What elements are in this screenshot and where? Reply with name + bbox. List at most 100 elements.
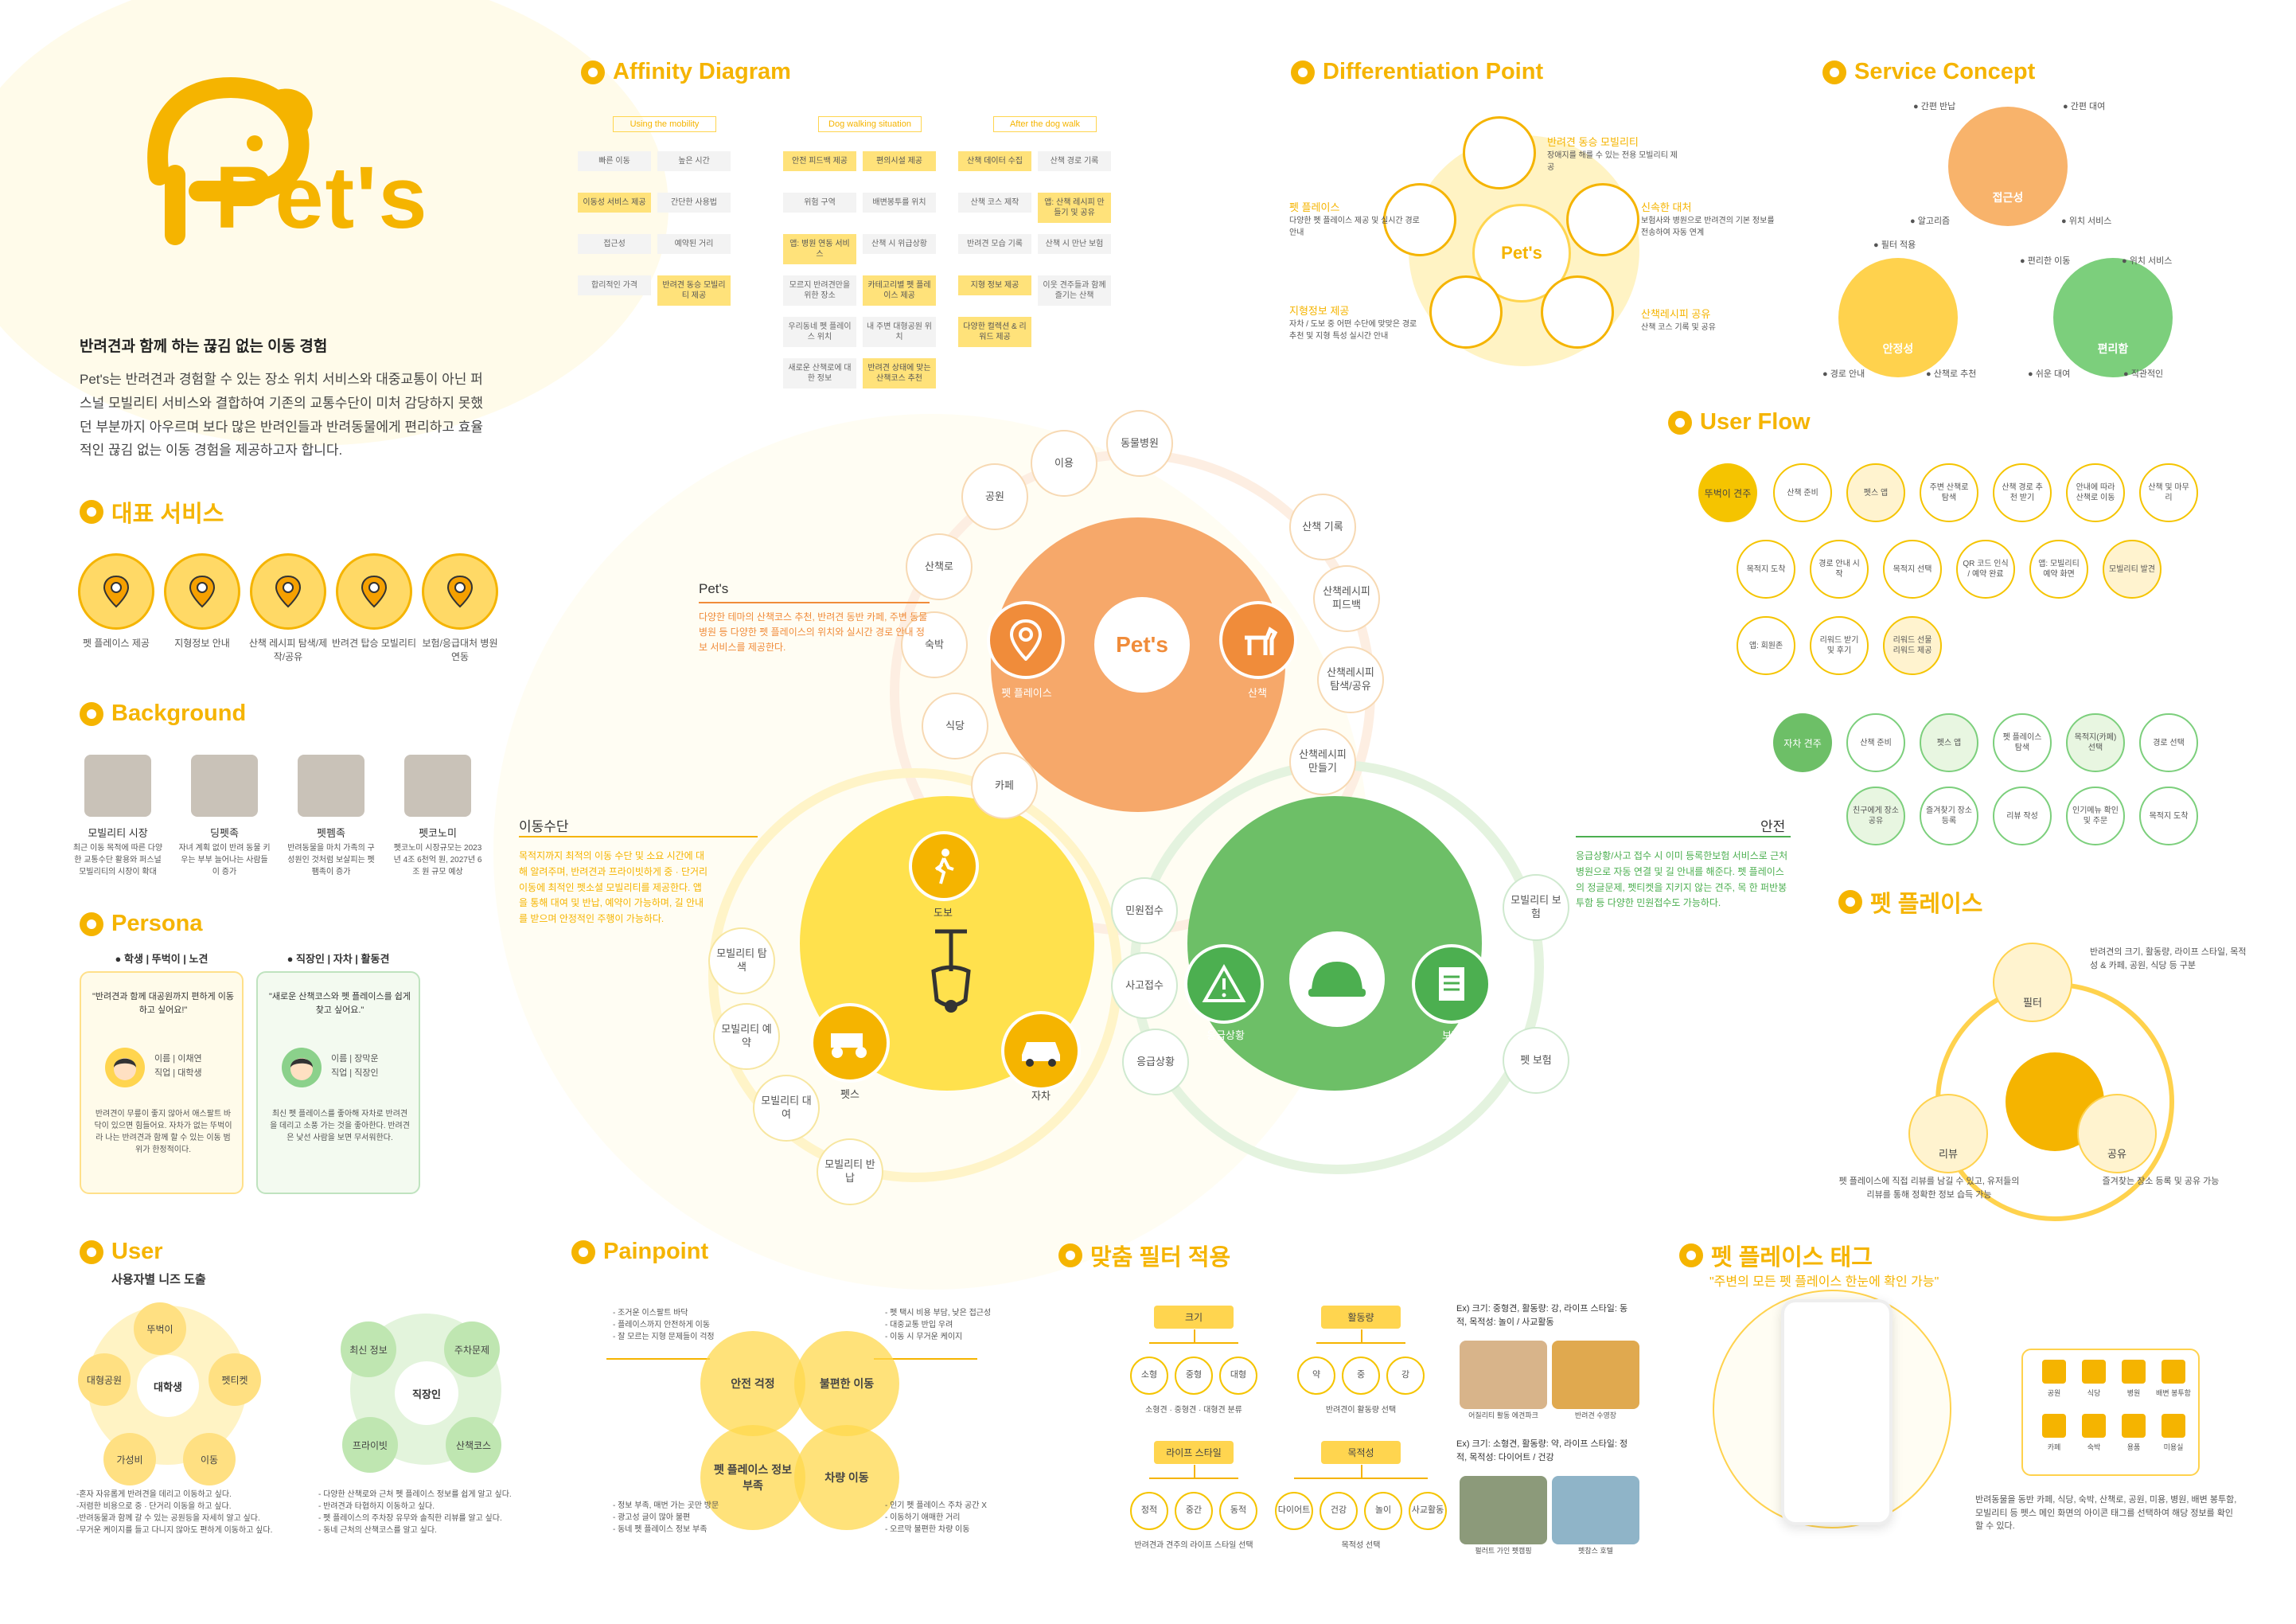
filter-photo bbox=[1552, 1476, 1639, 1544]
affinity-note: 지형 정보 제공 bbox=[958, 275, 1031, 295]
flow-node: 펫스 앱 bbox=[1920, 713, 1978, 772]
share-icon: 공유 bbox=[2077, 1094, 2157, 1173]
map-pin-icon bbox=[1383, 183, 1456, 256]
walk-label: 산책 bbox=[1248, 687, 1267, 699]
concept-tag: ● 경로 안내 bbox=[1822, 369, 1865, 379]
affinity-note: 새로운 산책로에 대한 정보 bbox=[783, 358, 856, 388]
affinity-note: 앱: 산책 레시피 만들기 및 공유 bbox=[1038, 193, 1111, 223]
background-photo bbox=[84, 755, 151, 817]
dog-walk-icon bbox=[1219, 601, 1297, 679]
phone-pin-icon bbox=[1541, 275, 1614, 349]
background-item-desc: 펫코노미 시장규모는 2023년 4조 6천억 원, 2027년 6조 원 규모… bbox=[393, 844, 482, 876]
orange-node: 산책레시피 피드백 bbox=[1313, 565, 1380, 632]
user-right-node: 산책코스 bbox=[446, 1417, 501, 1473]
affinity-note: 이웃 견주들과 함께 즐기는 산책 bbox=[1038, 275, 1111, 306]
affinity-note: 반려견 동승 모빌리티 제공 bbox=[657, 275, 731, 306]
user-left-node: 펫티켓 bbox=[209, 1353, 261, 1406]
flow-node: 목적지 도착 bbox=[1737, 540, 1795, 599]
filter-option[interactable]: 건강 bbox=[1320, 1492, 1358, 1530]
filter-connector bbox=[1361, 1465, 1362, 1478]
filter-hline bbox=[1316, 1342, 1405, 1344]
map-pin-icon bbox=[78, 553, 154, 630]
pin-icon bbox=[1838, 890, 1862, 914]
tag-label: 미용실 bbox=[2163, 1443, 2184, 1451]
filter-option[interactable]: 약 bbox=[1297, 1357, 1335, 1395]
concept-tag: ● 쉬운 대여 bbox=[2028, 369, 2071, 379]
review-icon: 리뷰 bbox=[1908, 1094, 1988, 1173]
pain-circle: 펫 플레이스 정보 부족 bbox=[700, 1425, 805, 1530]
filter-option[interactable]: 놀이 bbox=[1364, 1492, 1402, 1530]
filter-icon: 필터 bbox=[1993, 943, 2072, 1022]
rep-service-label: 보험/응급대처 병원 연동 bbox=[422, 638, 498, 662]
background-item-title: 펫펨족 bbox=[317, 827, 345, 839]
map-pin-icon bbox=[987, 601, 1065, 679]
user-left-node: 이동 bbox=[183, 1433, 236, 1485]
background-photo bbox=[404, 755, 471, 817]
affinity-note: 모르지 반려견만을 위한 장소 bbox=[783, 275, 856, 306]
diff-item-title: 펫 플레이스 bbox=[1289, 201, 1340, 213]
flow-start-driver: 자차 견주 bbox=[1773, 713, 1832, 772]
persona-name: 이름 | 장막운 bbox=[331, 1054, 379, 1064]
filter-photo bbox=[1460, 1341, 1547, 1409]
affinity-note: 배변봉투를 위치 bbox=[863, 193, 936, 213]
flow-node: 펫스 앱 bbox=[1846, 463, 1905, 522]
filter-option[interactable]: 대형 bbox=[1219, 1357, 1257, 1395]
green-node: 사고접수 bbox=[1111, 952, 1178, 1019]
filter-option[interactable]: 중간 bbox=[1175, 1492, 1213, 1530]
affinity-note: 우리동네 펫 플레이스 위치 bbox=[783, 317, 856, 347]
persona-tag: ● 학생 | 뚜벅이 | 노견 bbox=[115, 953, 209, 965]
intro-headline: 반려견과 함께 하는 끊김 없는 이동 경험 bbox=[80, 338, 328, 355]
user-icon bbox=[80, 912, 103, 936]
insurance-label: 보험 bbox=[1442, 1029, 1461, 1041]
yellow-node: 모빌리티 탐색 bbox=[708, 927, 775, 994]
filter-option[interactable]: 중 bbox=[1342, 1357, 1380, 1395]
pain-circle: 안전 걱정 bbox=[700, 1331, 805, 1436]
concept-stable: 안정성 bbox=[1838, 258, 1958, 377]
rep-service-label: 지형정보 안내 bbox=[174, 638, 230, 649]
phone-pin-icon bbox=[250, 553, 326, 630]
pain-circle: 차량 이동 bbox=[794, 1425, 899, 1530]
flow-node: 앱: 회원존 bbox=[1737, 616, 1795, 675]
filter-option[interactable]: 다이어트 bbox=[1275, 1492, 1313, 1530]
user-right-node: 주차문제 bbox=[444, 1321, 500, 1377]
affinity-note: 높은 시간 bbox=[657, 151, 731, 171]
tag-label: 병원 bbox=[2126, 1389, 2141, 1397]
flow-node: 리뷰 작성 bbox=[1993, 787, 2052, 845]
tag-label: 용품 bbox=[2126, 1443, 2141, 1451]
filter-hline bbox=[1149, 1342, 1238, 1344]
scooter-center-icon bbox=[915, 923, 987, 1019]
move-heading: 이동수단 bbox=[519, 819, 569, 834]
diff-item-desc: 다양한 펫 플레이스 제공 및 실시간 경로 안내 bbox=[1289, 217, 1420, 237]
place-label: 펫 플레이스 bbox=[1001, 687, 1052, 699]
flow-node: 경로 안내 시작 bbox=[1810, 540, 1869, 599]
car-icon bbox=[1001, 1011, 1081, 1091]
tag-icon bbox=[2162, 1360, 2185, 1384]
filter-option[interactable]: 동적 bbox=[1219, 1492, 1257, 1530]
tag-icon bbox=[2042, 1414, 2066, 1438]
persona-name: 이름 | 이채연 bbox=[154, 1054, 202, 1064]
filter-option[interactable]: 강 bbox=[1386, 1357, 1425, 1395]
background-item-title: 펫코노미 bbox=[419, 827, 457, 839]
user-subtitle: 사용자별 니즈 도출 bbox=[111, 1273, 206, 1286]
filter-photo bbox=[1460, 1476, 1547, 1544]
safe-heading: 안전 bbox=[1760, 819, 1786, 834]
tag-icon bbox=[2122, 1360, 2146, 1384]
filter-option[interactable]: 중형 bbox=[1175, 1357, 1213, 1395]
user-left-node: 대형공원 bbox=[78, 1353, 131, 1406]
shield-paw-icon bbox=[1566, 183, 1639, 256]
road-icon bbox=[1429, 275, 1503, 349]
flow-node: 목적지 선택 bbox=[1883, 540, 1942, 599]
affinity-note: 빠른 이동 bbox=[578, 151, 651, 171]
tag-label: 숙박 bbox=[2087, 1443, 2101, 1451]
persona-desc: 최신 펫 플레이스를 좋아해 자차로 반려견을 데리고 소풍 가는 것을 좋아한… bbox=[270, 1110, 410, 1142]
yellow-node: 모빌리티 예약 bbox=[713, 1003, 780, 1070]
pin-icon bbox=[1822, 60, 1846, 84]
filter-option[interactable]: 사교활동 bbox=[1409, 1492, 1447, 1530]
user-right-notes: - 다양한 산책로와 근처 펫 플레이스 정보를 쉽게 알고 싶다. - 반려견… bbox=[318, 1490, 512, 1535]
diff-item-desc: 장애지를 해를 수 있는 전용 모빌리티 제공 bbox=[1547, 151, 1678, 172]
background-photo bbox=[191, 755, 258, 817]
filter-option[interactable]: 정적 bbox=[1130, 1492, 1168, 1530]
affinity-note: 합리적인 가격 bbox=[578, 275, 651, 295]
road-icon bbox=[164, 553, 240, 630]
filter-option[interactable]: 소형 bbox=[1130, 1357, 1168, 1395]
